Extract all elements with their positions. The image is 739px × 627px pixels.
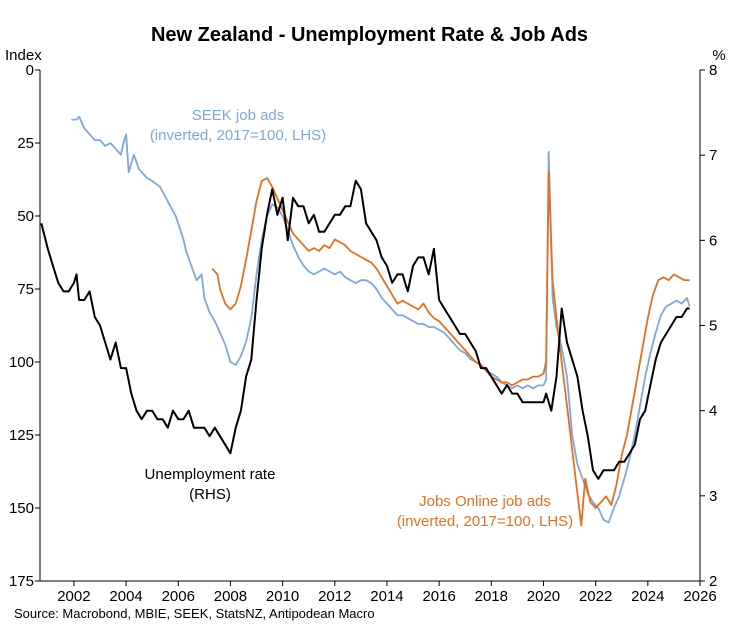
series-label-unemployment: (RHS) (189, 486, 231, 503)
left-tick-label: 25 (17, 135, 34, 152)
x-tick-label: 2020 (527, 588, 560, 605)
series-label-jobs-online: (inverted, 2017=100, LHS) (397, 513, 573, 530)
series-line-unemployment (40, 179, 690, 480)
right-tick-label: 3 (709, 488, 717, 505)
right-tick-label: 8 (709, 62, 717, 79)
x-tick-label: 2022 (579, 588, 612, 605)
series-label-unemployment: Unemployment rate (145, 466, 276, 483)
left-tick-label: 75 (17, 281, 34, 298)
right-tick-label: 2 (709, 573, 717, 590)
series-labels: SEEK job ads (inverted, 2017=100, LHS) Job… (145, 107, 574, 530)
x-tick-label: 2018 (475, 588, 508, 605)
x-tick-label: 2002 (57, 588, 90, 605)
series-label-jobs-online: Jobs Online job ads (419, 493, 551, 510)
right-axis-label: % (712, 47, 725, 64)
left-tick-label: 175 (9, 573, 34, 590)
left-tick-label: 50 (17, 208, 34, 225)
axes: 0 25 50 75 100 125 150 175 2 3 4 5 6 7 8 2002 2004 2006 20… (9, 62, 717, 605)
x-tick-label: 2012 (318, 588, 351, 605)
x-tick-label: 2016 (422, 588, 455, 605)
source-note: Source: Macrobond, MBIE, SEEK, StatsNZ, … (14, 606, 375, 621)
x-tick-label: 2008 (214, 588, 247, 605)
right-tick-label: 5 (709, 318, 717, 335)
x-tick-label: 2014 (370, 588, 403, 605)
x-tick-label: 2004 (109, 588, 142, 605)
x-tick-label: 2010 (266, 588, 299, 605)
chart-title: New Zealand - Unemployment Rate & Job Ad… (151, 24, 588, 46)
right-tick-label: 6 (709, 232, 717, 249)
left-tick-label: 0 (26, 62, 34, 79)
left-tick-label: 150 (9, 500, 34, 517)
x-tick-label: 2024 (631, 588, 664, 605)
left-axis-label: Index (5, 47, 42, 64)
series-line-jobs-online (211, 171, 690, 527)
right-tick-label: 4 (709, 403, 717, 420)
series-label-seek: SEEK job ads (192, 107, 285, 124)
x-tick-label: 2006 (162, 588, 195, 605)
series-line-seek (71, 115, 691, 524)
right-tick-label: 7 (709, 147, 717, 164)
left-tick-label: 100 (9, 354, 34, 371)
series-layer (40, 115, 691, 527)
left-tick-label: 125 (9, 427, 34, 444)
x-tick-label: 2026 (683, 588, 716, 605)
series-label-seek: (inverted, 2017=100, LHS) (150, 127, 326, 144)
